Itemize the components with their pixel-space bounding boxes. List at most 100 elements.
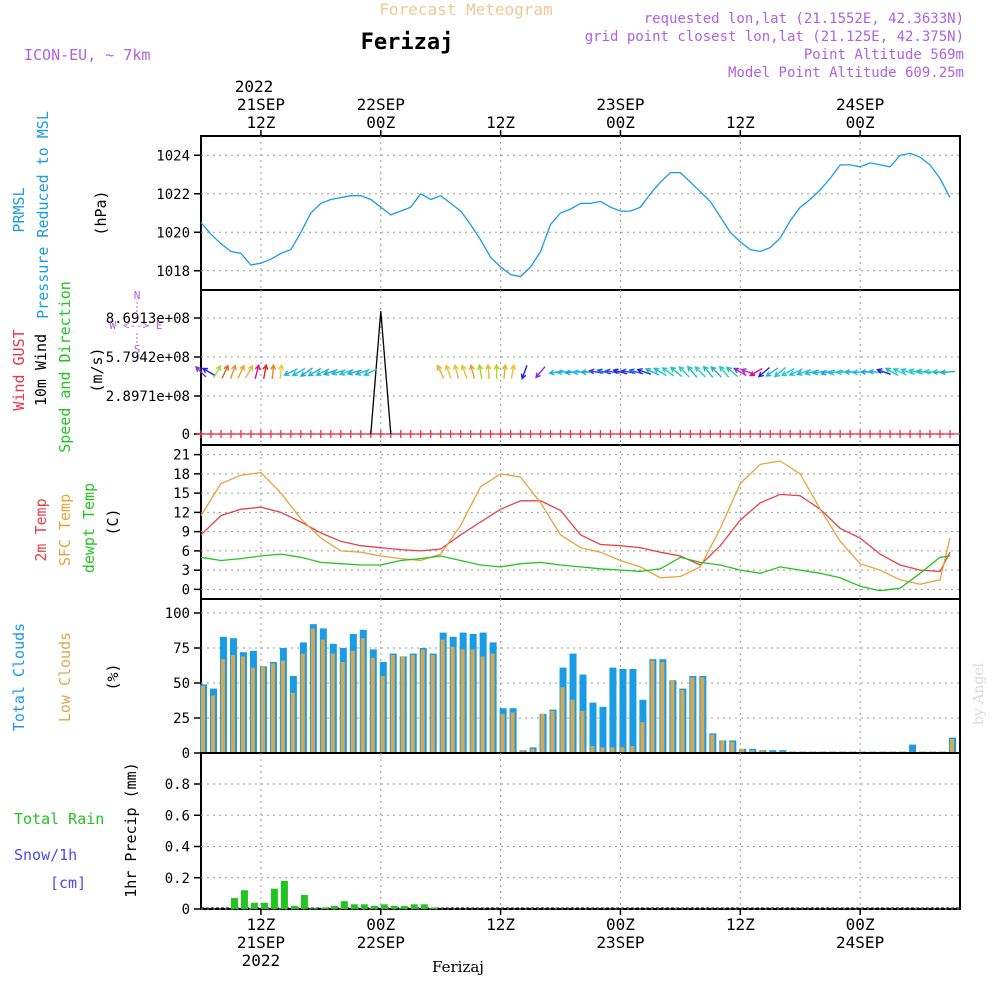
wind-speed-spike bbox=[370, 311, 392, 435]
sfc-temp-label: SFC Temp bbox=[56, 494, 74, 566]
low-cloud-bar bbox=[630, 746, 635, 753]
wind-arrow-head bbox=[892, 368, 899, 374]
bottom-hour-label: 12Z bbox=[486, 915, 515, 934]
compass-s-label: S bbox=[134, 343, 141, 356]
y-tick-label: 0 bbox=[182, 427, 190, 443]
y-tick-label: 8.6913e+08 bbox=[106, 311, 190, 327]
wind-arrow-head bbox=[859, 368, 866, 376]
bottom-date-label: 21SEP bbox=[237, 933, 285, 952]
top-year-label: 2022 bbox=[235, 77, 274, 96]
low-cloud-bar bbox=[620, 747, 625, 753]
low-cloud-bar bbox=[240, 656, 245, 753]
y-tick-label: 50 bbox=[173, 676, 190, 692]
wind-arrow-head bbox=[354, 370, 362, 376]
wind-arrow-head bbox=[436, 364, 443, 371]
rain-bar bbox=[350, 904, 358, 909]
wind-arrow-shaft bbox=[829, 370, 844, 374]
low-cloud-bar bbox=[700, 677, 705, 753]
low-cloud-bar bbox=[350, 650, 355, 753]
wind-arrow-head bbox=[580, 369, 587, 376]
low-cloud-bar bbox=[680, 690, 685, 753]
wind-arrow-shaft bbox=[195, 366, 207, 378]
rain-bar bbox=[410, 904, 418, 909]
y-tick-label: 0 bbox=[182, 582, 190, 598]
y-tick-label: 12 bbox=[173, 505, 190, 521]
wind-arrow-head bbox=[338, 370, 346, 376]
wind-arrow-head bbox=[765, 371, 772, 377]
total-cloud-bar bbox=[599, 706, 607, 753]
wind-arrow-shaft bbox=[917, 370, 932, 374]
wind-arrow-head bbox=[612, 368, 619, 375]
wind-arrow-shaft bbox=[733, 367, 747, 377]
rain-bar bbox=[290, 905, 298, 909]
low-cloud-bar bbox=[420, 649, 425, 753]
low-cloud-bar bbox=[330, 653, 335, 753]
wind-arrow-head bbox=[363, 370, 370, 376]
wind-arrow-head bbox=[299, 371, 307, 377]
y-tick-label: 75 bbox=[173, 641, 190, 657]
wind-arrow-head bbox=[732, 367, 740, 374]
wind-arrow-head bbox=[596, 368, 603, 375]
wind-arrow-shaft bbox=[549, 370, 564, 374]
wind-arrow-head bbox=[811, 369, 819, 376]
pct-label: (%) bbox=[104, 663, 122, 690]
wind-arrow-head bbox=[757, 371, 764, 378]
wind-arrow-head bbox=[740, 368, 747, 374]
top-hour-label: 00Z bbox=[606, 113, 635, 132]
prmsl-label: PRMSL bbox=[10, 187, 28, 232]
y-tick-label: 15 bbox=[173, 486, 190, 502]
wind-arrow-head bbox=[315, 370, 322, 376]
wind-gust-label: Wind GUST bbox=[10, 329, 28, 410]
wind-arrow-head bbox=[620, 368, 627, 375]
bottom-date-label: 22SEP bbox=[357, 933, 405, 952]
y-tick-label: 21 bbox=[173, 448, 190, 464]
compass-ew-label: W <--> E bbox=[110, 319, 163, 332]
wind-arrow-shaft bbox=[355, 368, 370, 376]
wind-arrow-head bbox=[239, 364, 245, 371]
wind-arrow-head bbox=[780, 370, 788, 377]
low-cloud-bar bbox=[390, 655, 395, 753]
wind-arrow-head bbox=[678, 366, 685, 373]
wind-arrow-head bbox=[644, 368, 652, 374]
wind-arrow-shaft bbox=[454, 365, 460, 379]
wind-arrow-head bbox=[939, 369, 946, 376]
temp2m-label: 2m Temp bbox=[32, 498, 50, 561]
wind-arrow-head bbox=[686, 365, 693, 372]
total-cloud-bar bbox=[609, 667, 617, 753]
bottom-date-label: 23SEP bbox=[596, 933, 644, 952]
wind-arrow-shaft bbox=[877, 368, 891, 376]
wind-arrow-head bbox=[653, 367, 660, 374]
wind-arrow-shaft bbox=[271, 364, 275, 380]
wind-arrow-shaft bbox=[694, 366, 706, 378]
y-tick-label: 0.2 bbox=[165, 871, 190, 887]
y-tick-label: 3 bbox=[182, 563, 190, 579]
low-cloud-bar bbox=[210, 695, 215, 753]
prmsl-long-label: Pressure Reduced to MSL bbox=[34, 111, 52, 319]
degc-label: (C) bbox=[104, 508, 122, 535]
sfc-temp-line bbox=[200, 460, 951, 585]
total-rain-label: Total Rain bbox=[14, 810, 104, 828]
hpa-label: (hPa) bbox=[92, 190, 110, 235]
top-hour-label: 12Z bbox=[246, 113, 275, 132]
wind-arrow-head bbox=[307, 370, 314, 377]
pressure-line bbox=[200, 152, 951, 278]
wind-arrow-shaft bbox=[212, 365, 222, 379]
wind-arrow-shaft bbox=[766, 367, 779, 377]
top-date-label: 24SEP bbox=[836, 95, 884, 114]
y-tick-label: 6 bbox=[182, 544, 190, 560]
wind-arrow-head bbox=[669, 366, 677, 373]
wind-arrow-head bbox=[843, 368, 850, 376]
wind-arrow-head bbox=[907, 368, 915, 375]
wind-arrow-shaft bbox=[535, 366, 546, 378]
wind-panel: 0 2.8971e+08 5.7942e+08 8.6913e+08 bbox=[106, 289, 961, 446]
wind-arrow-shaft bbox=[237, 365, 245, 379]
grid-point-coords: grid point closest lon,lat (21.125E, 42.… bbox=[585, 29, 964, 45]
wind-arrow-head bbox=[725, 366, 732, 373]
requested-coords: requested lon,lat (21.1552E, 42.3633N) bbox=[644, 11, 964, 27]
wind-arrow-shaft bbox=[221, 365, 229, 379]
wind-arrow-head bbox=[564, 369, 571, 376]
low-cloud-bar bbox=[340, 662, 345, 753]
wind-arrow-shaft bbox=[703, 366, 714, 378]
y-tick-label: 2.8971e+08 bbox=[106, 389, 190, 405]
